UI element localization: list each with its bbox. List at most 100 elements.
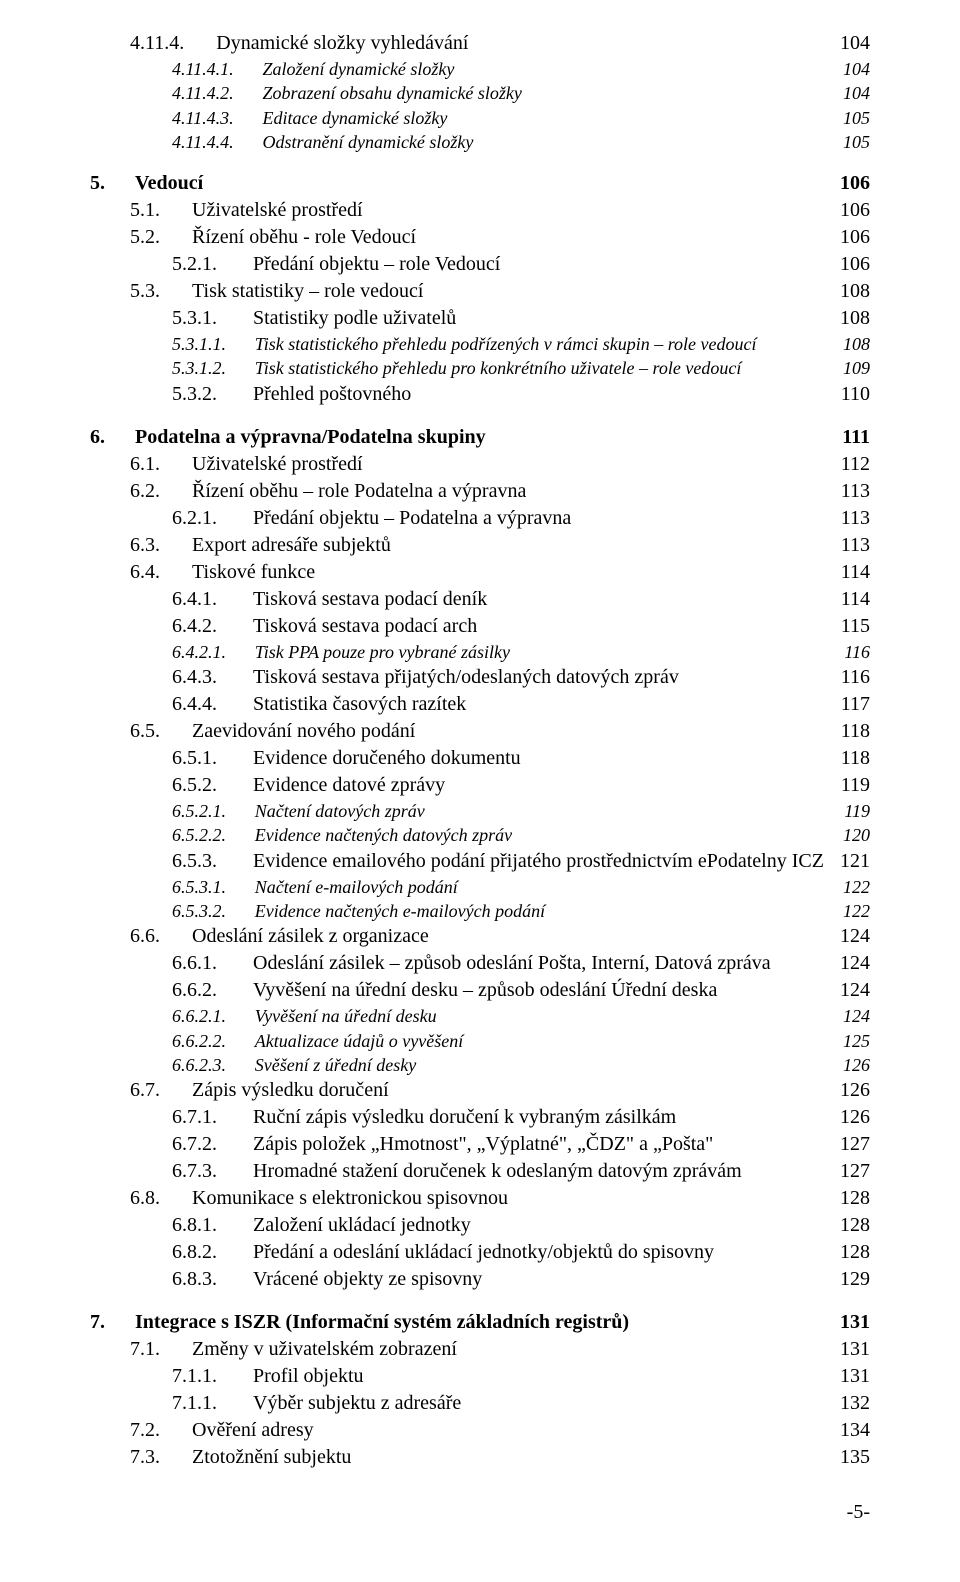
toc-entry: 5.3.1.2.Tisk statistického přehledu pro … [90,356,870,380]
toc-entry-page: 135 [836,1444,870,1471]
toc-entry-title: Uživatelské prostředí [186,451,363,478]
toc-entry-number: 4.11.4. [130,30,210,57]
toc-entry-number: 5.3.2. [172,381,247,408]
toc-entry: 6.6.2.2.Aktualizace údajů o vyvěšení 125 [90,1029,870,1053]
toc-entry-number: 6.4.2. [172,613,247,640]
toc-entry: 7.Integrace s ISZR (Informační systém zá… [90,1309,870,1336]
toc-entry: 6.4.1.Tisková sestava podací deník 114 [90,586,870,613]
toc-entry: 6.4.Tiskové funkce 114 [90,559,870,586]
toc-entry-title: Profil objektu [247,1363,364,1390]
toc-entry-number: 6.5.1. [172,745,247,772]
toc-entry-number: 6.5. [130,718,186,745]
toc-entry-page: 105 [839,106,870,130]
toc-entry: 7.2.Ověření adresy 134 [90,1417,870,1444]
toc-entry-number: 6.4.1. [172,586,247,613]
toc-entry-number: 5.3.1. [172,305,247,332]
toc-entry-title: Odstranění dynamické složky [257,130,473,154]
toc-entry-page: 106 [836,224,870,251]
toc-entry-number: 6.3. [130,532,186,559]
toc-entry-number: 6.5.3. [172,848,247,875]
toc-entry-title: Editace dynamické složky [257,106,447,130]
toc-entry-number: 6.8.3. [172,1266,247,1293]
toc-entry-title: Evidence datové zprávy [247,772,445,799]
toc-entry-page: 129 [836,1266,870,1293]
toc-entry-title: Vyvěšení na úřední desku – způsob odeslá… [247,977,717,1004]
toc-entry-title: Přehled poštovného [247,381,411,408]
toc-entry: 4.11.4.2.Zobrazení obsahu dynamické slož… [90,81,870,105]
toc-entry-page: 104 [839,57,870,81]
toc-entry-number: 6.7. [130,1077,186,1104]
toc-entry: 6.5.3.1.Načtení e-mailových podání 122 [90,875,870,899]
toc-entry-page: 118 [837,718,870,745]
toc-entry: 6.7.1.Ruční zápis výsledku doručení k vy… [90,1104,870,1131]
toc-entry-number: 7. [90,1309,129,1336]
toc-entry-page: 119 [837,772,870,799]
toc-entry-title: Načtení e-mailových podání [249,875,457,899]
toc-entry: 6.3.Export adresáře subjektů 113 [90,532,870,559]
toc-entry-number: 7.3. [130,1444,186,1471]
toc-entry-number: 6.4. [130,559,186,586]
toc-entry-number: 6.6.2. [172,977,247,1004]
toc-entry: 6.8.3.Vrácené objekty ze spisovny 129 [90,1266,870,1293]
toc-entry-title: Evidence doručeného dokumentu [247,745,521,772]
toc-entry-number: 7.1.1. [172,1390,247,1417]
toc-entry-title: Řízení oběhu – role Podatelna a výpravna [186,478,526,505]
toc-entry-page: 108 [836,278,870,305]
toc-entry-title: Ztotožnění subjektu [186,1444,351,1471]
toc-entry-page: 108 [839,332,870,356]
toc-entry-title: Vedoucí [129,170,203,197]
toc-entry: 7.3.Ztotožnění subjektu 135 [90,1444,870,1471]
toc-entry-number: 5.1. [130,197,186,224]
toc-entry-number: 6.7.1. [172,1104,247,1131]
toc-entry-number: 6.4.2.1. [172,640,249,664]
toc-entry-page: 128 [836,1212,870,1239]
toc-entry: 6.4.4.Statistika časových razítek 117 [90,691,870,718]
toc-entry-page: 105 [839,130,870,154]
toc-entry-page: 125 [839,1029,870,1053]
toc-entry: 6.5.2.1.Načtení datových zpráv 119 [90,799,870,823]
toc-entry-title: Svěšení z úřední desky [249,1053,416,1077]
toc-entry: 7.1.1.Profil objektu 131 [90,1363,870,1390]
toc-entry-title: Ověření adresy [186,1417,314,1444]
toc-entry: 5.3.1.1.Tisk statistického přehledu podř… [90,332,870,356]
toc-entry: 6.4.3.Tisková sestava přijatých/odeslaný… [90,664,870,691]
toc-entry-title: Předání objektu – Podatelna a výpravna [247,505,571,532]
toc-page: 4.11.4.Dynamické složky vyhledávání 1044… [0,0,960,1564]
toc-entry-title: Vyvěšení na úřední desku [249,1004,436,1028]
toc-entry-number: 5.3.1.2. [172,356,249,380]
toc-entry-number: 7.1. [130,1336,186,1363]
toc-entry-number: 6.5.3.2. [172,899,249,923]
toc-entry: 7.1.1.Výběr subjektu z adresáře 132 [90,1390,870,1417]
toc-entry-page: 126 [836,1104,870,1131]
toc-entry-number: 6.8.1. [172,1212,247,1239]
toc-entry-title: Změny v uživatelském zobrazení [186,1336,457,1363]
toc-entry-title: Aktualizace údajů o vyvěšení [249,1029,463,1053]
toc-entry-page: 114 [837,559,870,586]
toc-entry-page: 132 [836,1390,870,1417]
toc-entry-number: 4.11.4.3. [172,106,257,130]
table-of-contents: 4.11.4.Dynamické složky vyhledávání 1044… [90,30,870,1471]
toc-entry-page: 108 [836,305,870,332]
toc-entry-page: 117 [837,691,870,718]
toc-entry-page: 122 [839,899,870,923]
toc-entry-page: 121 [836,848,870,875]
toc-entry-title: Uživatelské prostředí [186,197,363,224]
toc-entry: 4.11.4.4.Odstranění dynamické složky 105 [90,130,870,154]
toc-entry-page: 113 [837,532,870,559]
toc-entry-number: 4.11.4.4. [172,130,257,154]
toc-entry-title: Předání a odeslání ukládací jednotky/obj… [247,1239,714,1266]
toc-entry-number: 6.7.3. [172,1158,247,1185]
toc-entry: 4.11.4.3.Editace dynamické složky 105 [90,106,870,130]
toc-entry-number: 7.2. [130,1417,186,1444]
toc-entry-title: Vrácené objekty ze spisovny [247,1266,482,1293]
toc-entry-number: 6.5.3.1. [172,875,249,899]
toc-entry-title: Ruční zápis výsledku doručení k vybraným… [247,1104,676,1131]
toc-entry: 6.Podatelna a výpravna/Podatelna skupiny… [90,424,870,451]
toc-entry-page: 124 [836,977,870,1004]
toc-entry-page: 126 [839,1053,870,1077]
toc-entry-title: Výběr subjektu z adresáře [247,1390,461,1417]
toc-entry: 5.2.Řízení oběhu - role Vedoucí 106 [90,224,870,251]
toc-entry-page: 124 [839,1004,870,1028]
toc-entry-page: 106 [836,197,870,224]
toc-entry-title: Tisková sestava přijatých/odeslaných dat… [247,664,679,691]
